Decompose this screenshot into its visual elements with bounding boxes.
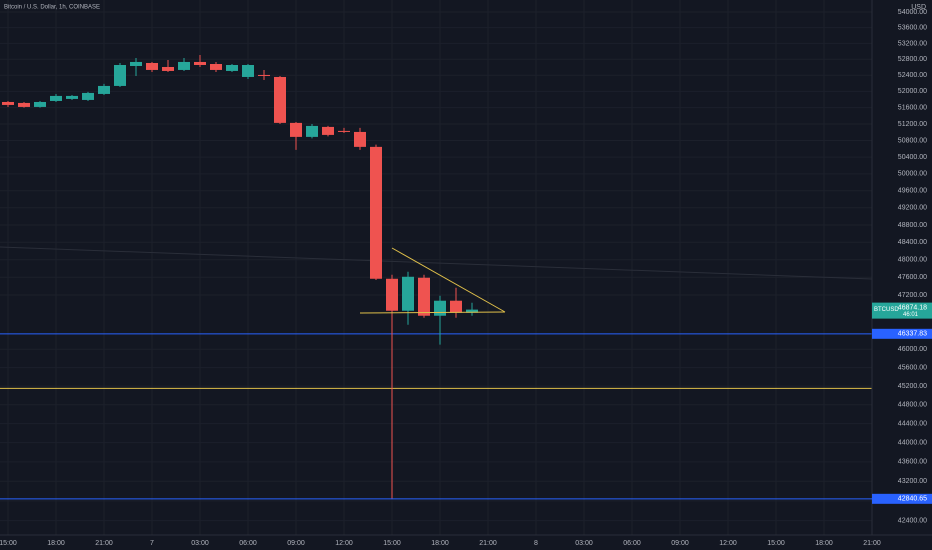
candle-body xyxy=(82,92,94,100)
grid xyxy=(0,0,872,535)
axes: 54000.00 53600.00 53200.00 52800.00 52400.00… xyxy=(0,9,927,547)
symbol-box xyxy=(872,305,900,315)
candles xyxy=(2,54,478,499)
line-price-box xyxy=(872,328,932,339)
horizontal-lines xyxy=(0,333,872,389)
x-tick-label: 7 xyxy=(150,540,154,547)
candle-body xyxy=(194,61,206,65)
y-axis-label: USD xyxy=(911,4,926,11)
candle-body xyxy=(322,126,334,135)
candle-body xyxy=(386,278,398,311)
y-tick-label: 53200.00 xyxy=(898,40,927,47)
x-tick-label: 8 xyxy=(534,540,538,547)
x-tick-label: 18:00 xyxy=(431,540,449,547)
x-tick-label: 18:00 xyxy=(47,540,65,547)
x-tick-label: 03:00 xyxy=(191,540,209,547)
candle-body xyxy=(66,95,78,99)
y-tick-label: 51200.00 xyxy=(898,121,927,128)
y-tick-label: 49200.00 xyxy=(898,205,927,212)
y-tick-label: 50400.00 xyxy=(898,154,927,161)
x-tick-label: 21:00 xyxy=(479,540,497,547)
last-price-label: 46874.18 xyxy=(898,304,927,311)
candle-body xyxy=(50,95,62,101)
y-tick-label: 51600.00 xyxy=(898,104,927,111)
candle-body xyxy=(226,64,238,71)
line-price-label: 46337.83 xyxy=(898,331,927,338)
y-tick-label: 52000.00 xyxy=(898,88,927,95)
y-tick-label: 45200.00 xyxy=(898,383,927,390)
candle-body xyxy=(290,122,302,137)
y-tick-label: 44000.00 xyxy=(898,440,927,447)
y-tick-label: 50800.00 xyxy=(898,137,927,144)
x-tick-label: 09:00 xyxy=(671,540,689,547)
y-tick-label: 50000.00 xyxy=(898,171,927,178)
y-tick-label: 52400.00 xyxy=(898,72,927,79)
x-tick-label: 12:00 xyxy=(719,540,737,547)
x-tick-label: 21:00 xyxy=(95,540,113,547)
candle-body xyxy=(434,300,446,316)
candle-body xyxy=(306,125,318,137)
candle-body xyxy=(18,102,30,107)
x-tick-label: 06:00 xyxy=(623,540,641,547)
y-tick-label: 53600.00 xyxy=(898,25,927,32)
chart-title: Bitcoin / U.S. Dollar, 1h, COINBASE xyxy=(4,5,100,11)
symbol-label: BTCUSD xyxy=(874,307,899,313)
low-price-label: 42840.65 xyxy=(898,496,927,503)
y-tick-label: 43200.00 xyxy=(898,478,927,485)
triangle-edge xyxy=(391,247,506,313)
y-tick-label: 44400.00 xyxy=(898,420,927,427)
countdown-label: 46:01 xyxy=(903,312,919,318)
x-tick-label: 03:00 xyxy=(575,540,593,547)
x-tick-label: 12:00 xyxy=(335,540,353,547)
candle-body xyxy=(418,277,430,316)
candle-body xyxy=(466,309,478,313)
y-tick-label: 45600.00 xyxy=(898,364,927,371)
trend-line xyxy=(0,246,873,280)
candle-body xyxy=(370,146,382,279)
candle-body xyxy=(162,66,174,71)
low-price-box xyxy=(872,493,932,504)
candle-body xyxy=(34,101,46,107)
y-tick-label: 47200.00 xyxy=(898,292,927,299)
y-tick-label: 52800.00 xyxy=(898,56,927,63)
candle-body xyxy=(98,85,110,94)
x-tick-label: 18:00 xyxy=(815,540,833,547)
x-tick-label: 06:00 xyxy=(239,540,257,547)
y-tick-label: 46000.00 xyxy=(898,346,927,353)
candle-body xyxy=(178,61,190,70)
y-tick-label: 48800.00 xyxy=(898,222,927,229)
candle-body xyxy=(146,62,158,70)
candle-body xyxy=(2,101,14,105)
y-tick-label: 42400.00 xyxy=(898,517,927,524)
triangle-drawing xyxy=(359,247,506,314)
x-tick-label: 15:00 xyxy=(0,540,17,547)
candle-body xyxy=(210,63,222,70)
y-tick-label: 44800.00 xyxy=(898,402,927,409)
candle-body xyxy=(114,64,126,86)
candle-body xyxy=(402,276,414,311)
y-tick-label: 48400.00 xyxy=(898,239,927,246)
y-tick-label: 47600.00 xyxy=(898,274,927,281)
triangle-edge xyxy=(359,311,506,314)
candle-body xyxy=(130,61,142,66)
candle-body xyxy=(242,64,254,77)
candle-body xyxy=(354,131,366,147)
x-tick-label: 09:00 xyxy=(287,540,305,547)
y-tick-label: 48000.00 xyxy=(898,257,927,264)
candle-body xyxy=(338,130,350,132)
y-tick-label: 54000.00 xyxy=(898,9,927,16)
y-tick-label: 43600.00 xyxy=(898,459,927,466)
candle-body xyxy=(258,74,270,76)
candle-body xyxy=(274,76,286,123)
x-tick-label: 15:00 xyxy=(383,540,401,547)
y-tick-label: 49600.00 xyxy=(898,188,927,195)
x-tick-label: 15:00 xyxy=(767,540,785,547)
x-tick-label: 21:00 xyxy=(863,540,881,547)
candle-body xyxy=(450,300,462,313)
